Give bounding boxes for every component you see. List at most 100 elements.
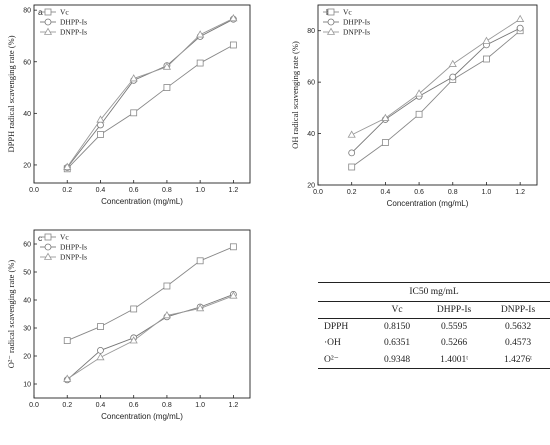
legend-marker: [327, 8, 335, 16]
legend-marker: [44, 18, 52, 26]
y-tick-label: 30: [23, 326, 31, 333]
data-point: [516, 24, 524, 32]
series-dhpp-is: [63, 290, 237, 384]
ic50-cell: 0.8150: [383, 322, 411, 332]
y-tick-label: 50: [23, 270, 31, 277]
x-tick-label: 0.0: [29, 402, 39, 409]
x-tick-label: 0.8: [162, 402, 172, 409]
x-tick-label: 1.0: [195, 402, 205, 409]
ic50-row-oh: ·OH 0.6351 0.5266 0.4573: [318, 335, 550, 351]
y-tick-label: 60: [23, 242, 31, 249]
series-dhpp-is: [63, 15, 237, 171]
x-tick-label: 0.2: [62, 402, 72, 409]
data-point: [449, 73, 457, 81]
data-point: [196, 303, 205, 312]
x-tick-label: 0.4: [96, 402, 106, 409]
series-line: [66, 18, 234, 168]
data-point: [63, 374, 72, 382]
data-point: [381, 139, 389, 146]
series-dnpp-is: [63, 291, 238, 382]
y-tick-label: 60: [23, 59, 31, 66]
ic50-cell: 0.4573: [504, 338, 532, 348]
y-tick-label: 60: [307, 80, 315, 87]
series-line: [66, 44, 234, 170]
data-point: [96, 115, 105, 123]
x-axis-label: Concentration (mg/mL): [101, 412, 183, 421]
x-tick-label: 0.6: [129, 402, 139, 409]
data-point: [229, 243, 237, 251]
x-axis-label: Concentration (mg/mL): [101, 197, 183, 206]
plot-frame: [33, 229, 251, 399]
x-tick-label: 0.4: [96, 187, 106, 194]
data-point: [96, 352, 105, 361]
ic50-cell: 0.9348: [371, 351, 423, 369]
series-dhpp-is: [348, 24, 524, 157]
y-tick-label: 20: [307, 183, 315, 190]
legend-marker: [44, 243, 52, 251]
plot-frame: [317, 4, 538, 186]
data-point: [414, 89, 424, 97]
series-line: [351, 30, 521, 168]
data-point: [415, 110, 423, 118]
data-point: [482, 36, 491, 44]
chart-panel-a: 0.0 0.2 0.4 0.6 0.8 1.0 1.2 20 40 60 80 Concentrati…: [6, 4, 251, 206]
series-line: [66, 295, 234, 380]
data-point: [381, 113, 390, 121]
data-point: [163, 282, 171, 290]
x-tick-label: 0.4: [381, 189, 391, 196]
series-line: [351, 18, 521, 136]
x-tick-label: 1.0: [195, 187, 205, 194]
data-point: [516, 14, 525, 22]
x-tick-label: 1.2: [229, 402, 239, 409]
ic50-cell: 0.6351: [383, 338, 411, 348]
data-point: [229, 41, 237, 49]
data-point: [348, 163, 356, 171]
data-point: [129, 336, 138, 344]
legend-marker: [327, 18, 335, 26]
data-point: [63, 337, 71, 345]
legend-label: DHPP-Is: [60, 18, 87, 27]
legend-label: DNPP-Is: [60, 28, 87, 37]
x-tick-label: 1.0: [482, 189, 492, 196]
y-axis-label: DPPH radical scavenging rate (%): [6, 35, 16, 152]
legend-label: Vc: [60, 8, 69, 17]
ic50-row-label: DPPH: [324, 322, 349, 332]
data-point: [63, 162, 72, 170]
ic50-cell: 0.5595: [441, 322, 468, 332]
series-vc: [63, 41, 237, 173]
ic50-table: IC50 mg/mL Vc DHPP-Is DNPP-Is DPPH 0.815…: [318, 282, 550, 369]
series-vc: [63, 243, 237, 345]
y-axis-label: OH radical scavenging rate (%): [290, 41, 300, 149]
y-tick-label: 80: [23, 8, 31, 15]
chart-panel-c: 0.0 0.2 0.4 0.6 0.8 1.0 1.2 10 20 30 40 50 60 Concent…: [6, 229, 251, 421]
ic50-header-vc: Vc: [371, 301, 423, 319]
data-point: [163, 84, 171, 91]
series-line: [67, 246, 234, 342]
legend-label: Vc: [60, 233, 69, 242]
series-dnpp-is: [347, 14, 525, 138]
y-tick-label: 80: [307, 28, 315, 35]
legend-label: DHPP-Is: [60, 243, 87, 252]
data-point: [196, 257, 204, 265]
data-point: [196, 30, 205, 38]
data-point: [348, 149, 356, 157]
legend-label: DHPP-Is: [343, 18, 370, 27]
y-tick-label: 20: [23, 354, 31, 361]
data-point: [129, 74, 138, 82]
ic50-cell: 1.4276ᵗ: [486, 351, 550, 369]
series-line: [66, 293, 234, 381]
legend-marker: [44, 233, 52, 241]
data-point: [448, 59, 457, 67]
data-point: [97, 131, 104, 138]
x-tick-label: 0.2: [347, 189, 357, 196]
y-tick-label: 40: [23, 111, 31, 118]
ic50-header-dhpp: DHPP-Is: [422, 301, 487, 319]
data-point: [162, 310, 172, 319]
x-tick-label: 0.0: [313, 189, 323, 196]
x-tick-label: 0.0: [29, 187, 39, 194]
y-tick-label: 40: [23, 298, 31, 305]
series-line: [351, 27, 521, 154]
